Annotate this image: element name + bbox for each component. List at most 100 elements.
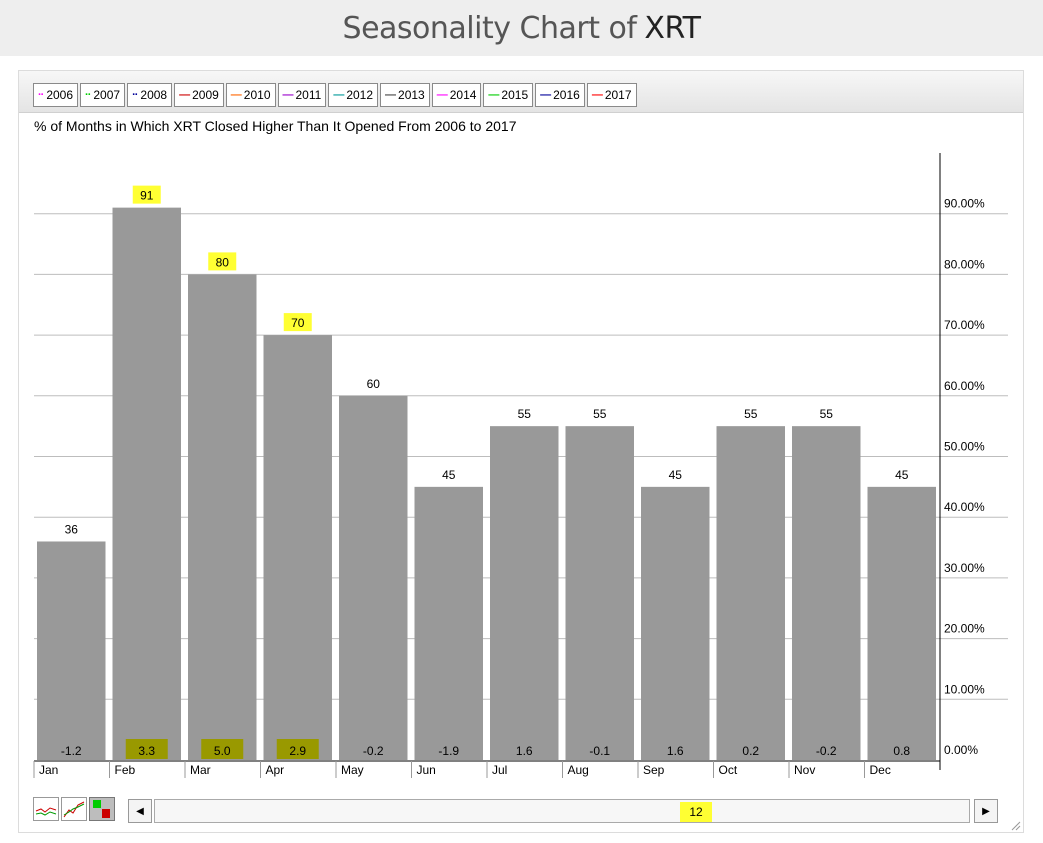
bar-dec — [867, 486, 936, 760]
legend-swatch: — — [540, 89, 551, 101]
bar-jan — [37, 541, 106, 760]
bar-bottom-label: 3.3 — [138, 744, 155, 758]
year-legend: ·· 2006 ·· 2007 ·· 2008—2009—2010—2011—2012—2… — [33, 83, 637, 107]
bar-value-label: 45 — [442, 468, 456, 482]
y-tick-label: 10.00% — [944, 682, 985, 696]
legend-label: 2010 — [243, 88, 271, 102]
bar-jul — [490, 426, 559, 760]
bar-mar — [188, 274, 257, 760]
bar-bottom-label: 1.6 — [516, 744, 533, 758]
y-tick-label: 20.00% — [944, 622, 985, 636]
bar-value-label: 60 — [367, 377, 381, 391]
legend-swatch: ·· — [132, 89, 138, 101]
bar-value-label: 70 — [291, 316, 305, 330]
range-scrollbar[interactable]: 12 — [154, 799, 970, 823]
chart-subtitle: % of Months in Which XRT Closed Higher T… — [34, 118, 517, 134]
x-tick-label: Aug — [568, 763, 589, 777]
y-tick-label: 30.00% — [944, 561, 985, 575]
legend-swatch: — — [488, 89, 499, 101]
seasonality-bar-chart: 0.00% 10.00% 20.00% 30.00% 40.00% 50.00% 60.00… — [33, 153, 1008, 778]
scroll-left-button[interactable]: ◀ — [128, 799, 152, 823]
bottom-highlight — [125, 739, 168, 759]
bar-aug — [565, 426, 634, 760]
legend-label: 2015 — [501, 88, 529, 102]
bar-may — [339, 395, 408, 760]
legend-label: 2007 — [93, 88, 121, 102]
bar-bottom-label: -0.2 — [363, 744, 384, 758]
value-highlight — [208, 252, 237, 271]
page-title: Seasonality Chart of XRT — [0, 0, 1043, 56]
bar-bottom-label: -1.2 — [61, 744, 82, 758]
legend-swatch: ·· — [38, 89, 44, 101]
bar-value-label: 36 — [65, 522, 79, 536]
legend-item-2012[interactable]: —2012 — [328, 83, 379, 107]
legend-swatch: — — [436, 89, 448, 101]
legend-swatch: — — [333, 89, 344, 101]
legend-bar: ·· 2006 ·· 2007 ·· 2008—2009—2010—2011—2012—2… — [19, 71, 1023, 113]
bar-value-label: 55 — [820, 407, 834, 421]
bar-bottom-label: 0.8 — [893, 744, 910, 758]
period-count: 12 — [680, 802, 712, 822]
bar-bottom-label: 5.0 — [214, 744, 231, 758]
y-tick-label: 50.00% — [944, 440, 985, 454]
bar-feb — [112, 207, 181, 760]
bar-value-label: 55 — [518, 407, 532, 421]
x-tick-label: Jan — [39, 763, 58, 777]
y-tick-label: 0.00% — [944, 743, 978, 757]
bar-bottom-label: -0.1 — [589, 744, 610, 758]
scroll-right-button[interactable]: ▶ — [974, 799, 998, 823]
bar-value-label: 55 — [593, 407, 607, 421]
legend-label: 2009 — [192, 88, 219, 102]
legend-item-2007[interactable]: ·· 2007 — [80, 83, 126, 107]
bar-sep — [641, 486, 710, 760]
x-tick-label: Dec — [870, 763, 891, 777]
chart-navigator: ◀ 12 ▶ — [19, 793, 1023, 833]
legend-label: 2013 — [398, 88, 425, 102]
bar-value-label: 55 — [744, 407, 758, 421]
bar-bottom-label: -0.2 — [816, 744, 837, 758]
legend-swatch: — — [230, 89, 242, 101]
x-tick-label: Nov — [794, 763, 815, 777]
legend-swatch: — — [179, 89, 190, 101]
bar-apr — [263, 335, 332, 760]
legend-item-2014[interactable]: —2014 — [431, 83, 482, 107]
value-highlight — [132, 185, 161, 204]
x-tick-label: Oct — [719, 763, 738, 777]
legend-swatch: ·· — [85, 89, 91, 101]
legend-swatch: — — [282, 89, 294, 101]
bottom-highlight — [201, 739, 244, 759]
page-title-prefix: Seasonality Chart of — [342, 10, 637, 46]
legend-swatch: — — [591, 89, 603, 101]
y-tick-label: 80.00% — [944, 257, 985, 271]
bar-oct — [716, 426, 785, 760]
x-tick-label: Feb — [115, 763, 136, 777]
bar-jun — [414, 486, 483, 760]
bar-chart-icon[interactable] — [89, 797, 115, 821]
legend-item-2016[interactable]: —2016 — [535, 83, 585, 107]
legend-item-2011[interactable]: —2011 — [277, 83, 327, 107]
multi-line-chart-icon[interactable] — [61, 797, 87, 821]
legend-item-2013[interactable]: —2013 — [380, 83, 430, 107]
legend-item-2006[interactable]: ·· 2006 — [33, 83, 79, 107]
legend-label: 2006 — [46, 88, 74, 102]
legend-label: 2016 — [553, 88, 580, 102]
legend-label: 2008 — [140, 88, 168, 102]
resize-grip-icon[interactable] — [1009, 819, 1021, 831]
legend-item-2017[interactable]: —2017 — [586, 83, 637, 107]
bar-value-label: 45 — [669, 468, 683, 482]
legend-label: 2017 — [604, 88, 632, 102]
legend-item-2008[interactable]: ·· 2008 — [127, 83, 173, 107]
legend-item-2015[interactable]: —2015 — [483, 83, 534, 107]
y-tick-label: 90.00% — [944, 197, 985, 211]
bar-bottom-label: -1.9 — [438, 744, 459, 758]
x-tick-label: Sep — [643, 763, 665, 777]
x-tick-label: May — [341, 763, 364, 777]
legend-item-2010[interactable]: —2010 — [225, 83, 276, 107]
bar-value-label: 80 — [216, 255, 230, 269]
bar-value-label: 91 — [140, 189, 154, 203]
y-tick-label: 70.00% — [944, 318, 985, 332]
x-tick-label: Mar — [190, 763, 211, 777]
line-chart-icon[interactable] — [33, 797, 59, 821]
chart-panel: ·· 2006 ·· 2007 ·· 2008—2009—2010—2011—2012—2… — [18, 70, 1024, 833]
legend-item-2009[interactable]: —2009 — [174, 83, 224, 107]
